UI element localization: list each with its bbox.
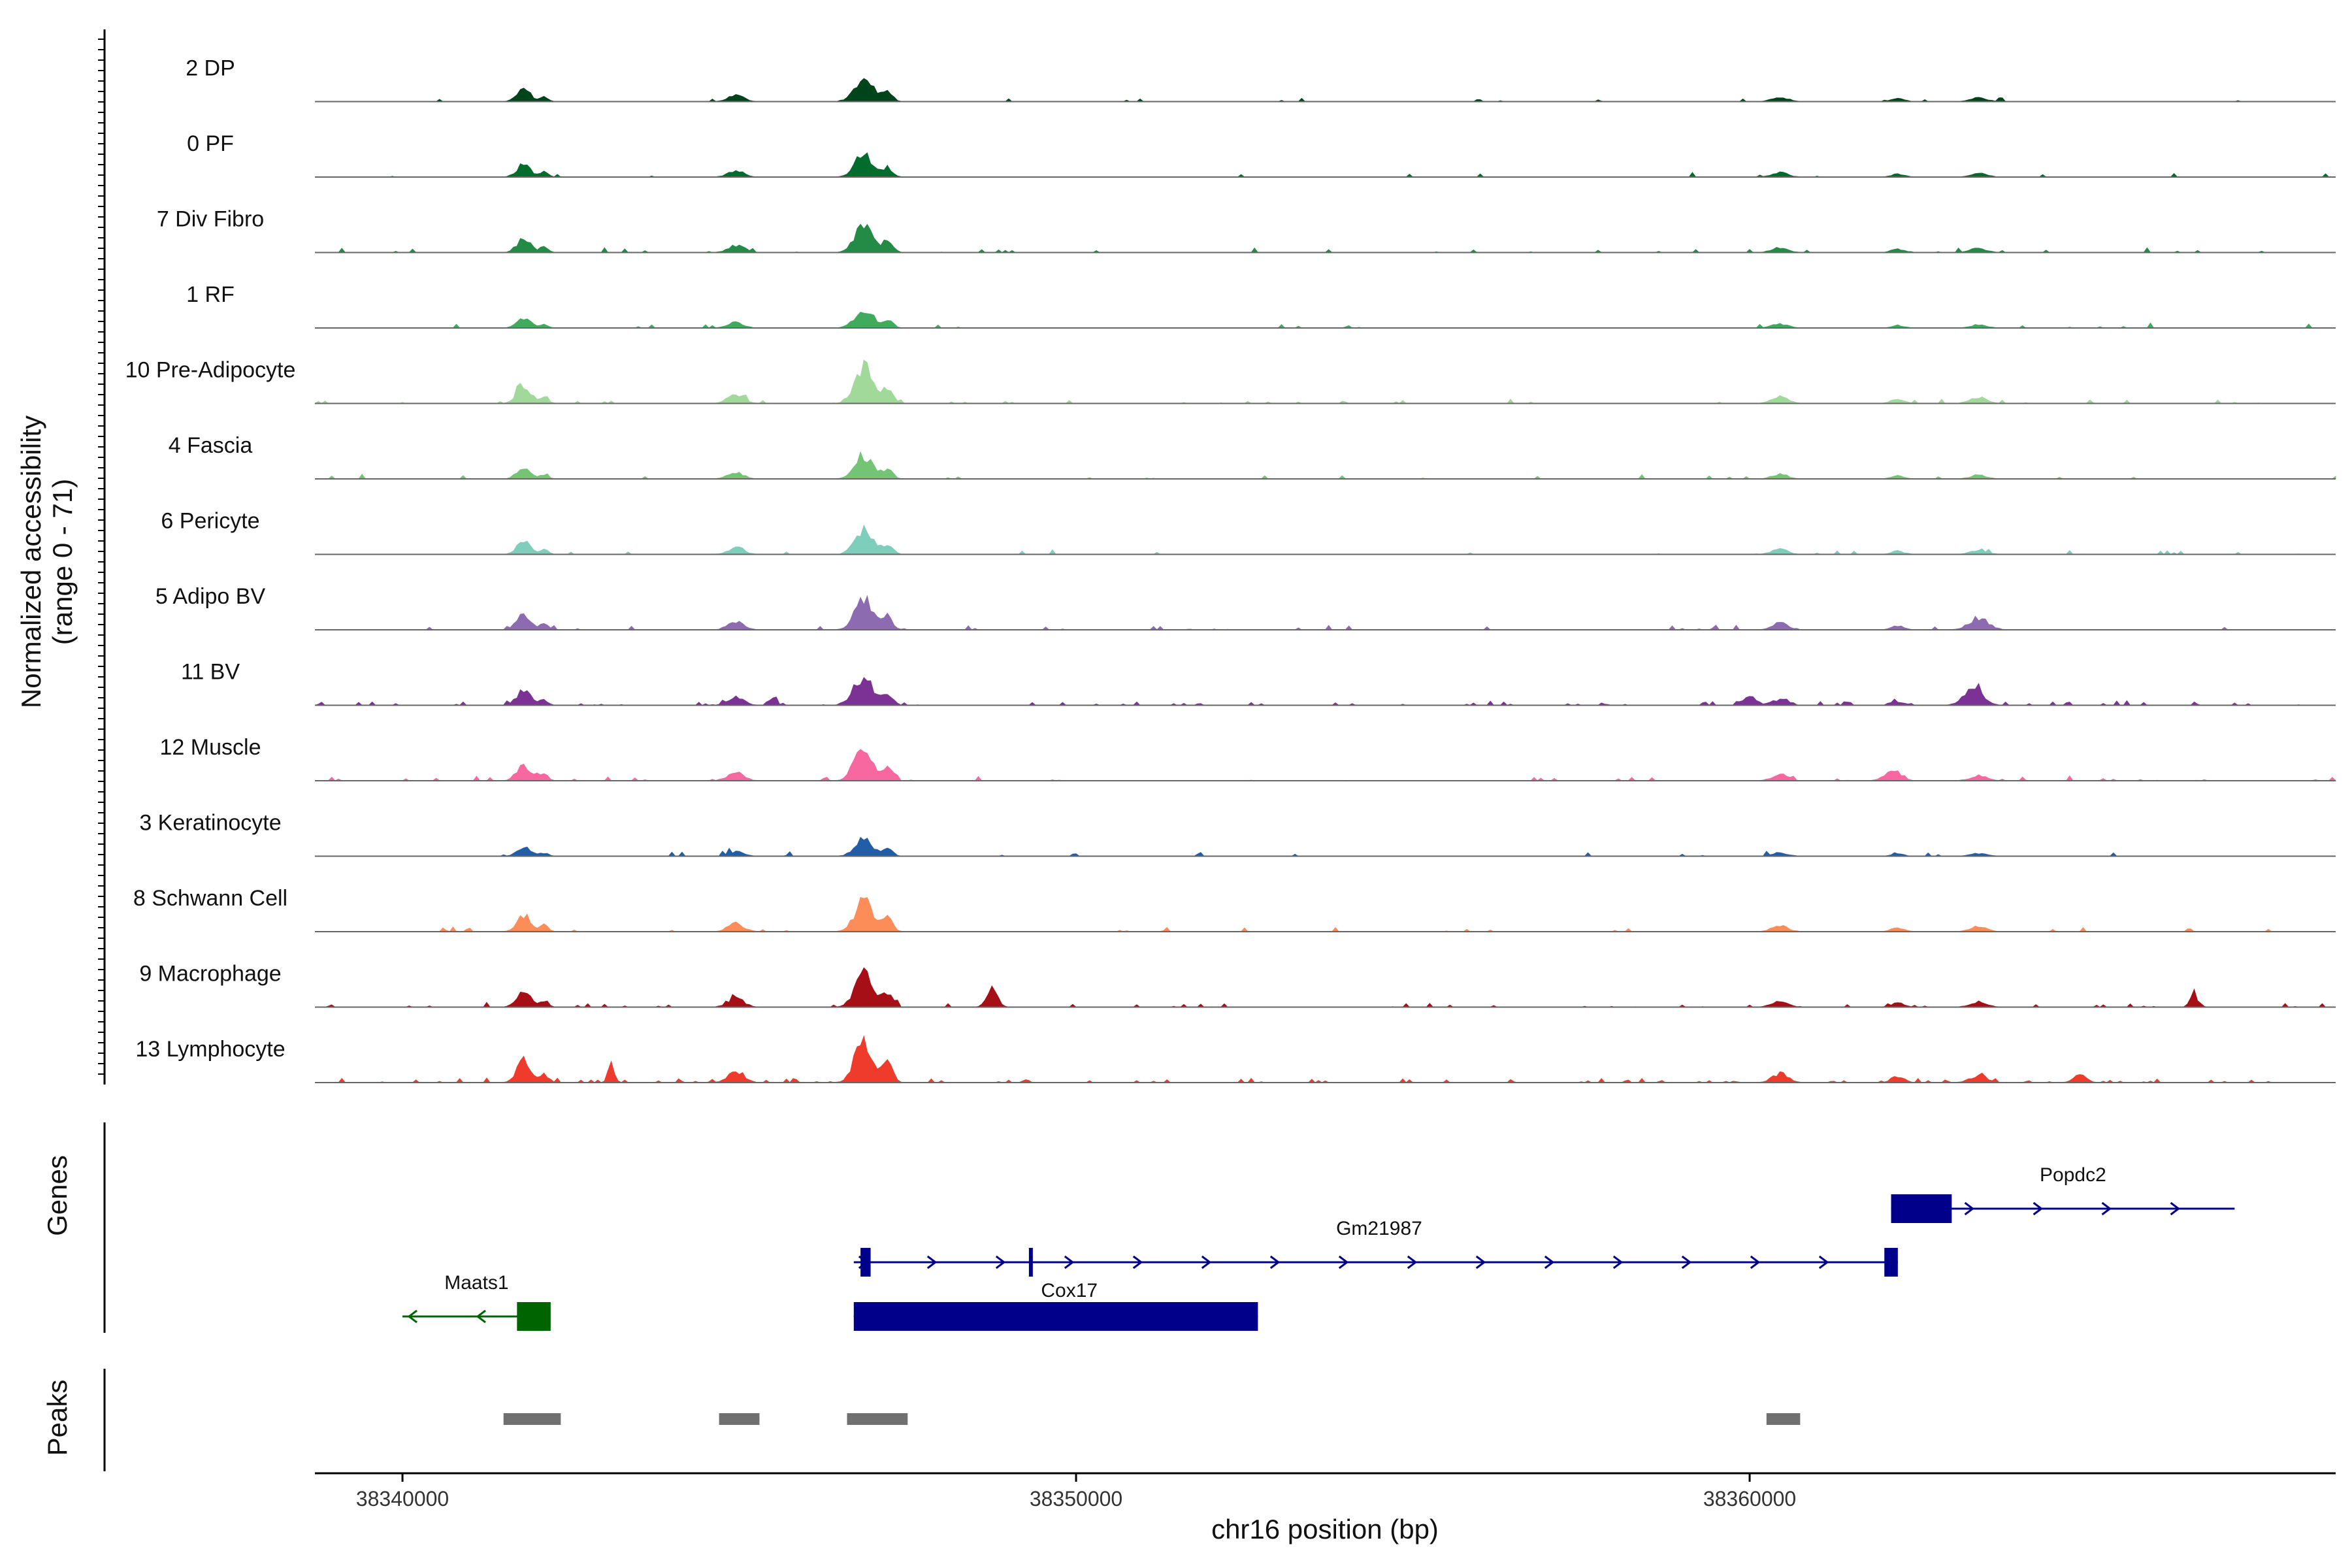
strand-arrow <box>1132 1255 1143 1269</box>
strand-arrow <box>1475 1255 1486 1269</box>
coverage-area <box>315 312 2336 329</box>
track-label: 2 DP <box>186 56 235 81</box>
track-3: 7 Div Fibro <box>157 207 2336 253</box>
coverage-tracks: 2 DP 0 PF 7 Div Fibro 1 RF 10 Pre-Adipocyte 4… <box>125 56 2337 1083</box>
gene-cox17: Cox17 <box>853 1280 1258 1331</box>
track-9: 11 BV <box>181 660 2336 706</box>
y-axis-title-line1: Normalized accessibility <box>16 416 46 708</box>
track-label: 3 Keratinocyte <box>139 811 281 836</box>
strand-arrow <box>1544 1255 1555 1269</box>
coverage-area <box>315 451 2336 480</box>
coverage-area <box>315 749 2337 781</box>
strand-arrow <box>476 1309 486 1324</box>
track-label: 4 Fascia <box>169 433 253 458</box>
coverage-area <box>315 896 2336 932</box>
track-2: 0 PF <box>187 131 2336 178</box>
strand-arrow <box>926 1255 938 1269</box>
gene-exon <box>1028 1248 1033 1277</box>
track-10: 12 Muscle <box>160 735 2337 781</box>
strand-arrow <box>1407 1255 1418 1269</box>
peak-region <box>503 1413 561 1425</box>
strand-arrow <box>1681 1255 1692 1269</box>
track-8: 5 Adipo BV <box>155 584 2336 630</box>
gene-label: Maats1 <box>444 1272 508 1294</box>
strand-arrow <box>1201 1255 1212 1269</box>
track-label: 0 PF <box>187 131 234 156</box>
x-tick-label: 38350000 <box>1030 1487 1122 1511</box>
gene-maats1: Maats1 <box>402 1272 551 1331</box>
coverage-area <box>315 1035 2336 1083</box>
track-7: 6 Pericyte <box>161 509 2336 555</box>
strand-arrow <box>1964 1201 1975 1216</box>
coverage-area <box>315 78 2336 103</box>
peaks-track <box>503 1413 1801 1425</box>
track-12: 8 Schwann Cell <box>133 886 2336 932</box>
x-axis-ticks: 38340000 38350000 38360000 <box>356 1473 1796 1511</box>
track-4: 1 RF <box>186 282 2336 329</box>
gene-label: Popdc2 <box>2040 1164 2106 1186</box>
strand-arrow <box>2033 1201 2044 1216</box>
x-tick-label: 38340000 <box>356 1487 449 1511</box>
coverage-area <box>315 524 2336 555</box>
strand-arrow <box>1750 1255 1761 1269</box>
gene-popdc2: Popdc2 <box>1891 1164 2235 1223</box>
track-label: 10 Pre-Adipocyte <box>125 358 296 383</box>
peaks-panel-label: Peaks <box>42 1380 73 1456</box>
track-label: 5 Adipo BV <box>155 584 266 609</box>
strand-arrow <box>1269 1255 1281 1269</box>
x-axis-title: chr16 position (bp) <box>1211 1514 1439 1544</box>
coverage-area <box>315 967 2336 1008</box>
track-11: 3 Keratinocyte <box>139 811 2336 857</box>
y-axis-title-line2: (range 0 - 71) <box>47 479 78 645</box>
strand-arrow <box>2101 1201 2112 1216</box>
x-tick-label: 38360000 <box>1703 1487 1796 1511</box>
peak-region <box>719 1413 760 1425</box>
strand-arrow <box>2170 1201 2181 1216</box>
coverage-y-ticks <box>98 39 105 1075</box>
peak-region <box>1766 1413 1801 1425</box>
strand-arrow <box>1818 1255 1829 1269</box>
strand-arrow <box>995 1255 1006 1269</box>
gene-gm21987: Gm21987 <box>853 1218 1898 1277</box>
y-axis-title: Normalized accessibility (range 0 - 71) <box>16 416 78 708</box>
gene-annotation-track: Maats1 Cox17 Gm21987 Popdc2 <box>402 1164 2235 1331</box>
strand-arrow <box>1612 1255 1624 1269</box>
strand-arrow <box>1064 1255 1075 1269</box>
strand-arrow <box>1338 1255 1349 1269</box>
coverage-area <box>315 595 2336 630</box>
track-14: 13 Lymphocyte <box>135 1035 2336 1083</box>
coverage-area <box>315 223 2336 253</box>
gene-exon <box>860 1248 871 1277</box>
gene-exon <box>1884 1248 1898 1277</box>
track-label: 8 Schwann Cell <box>133 886 287 911</box>
gene-exon <box>853 1302 1258 1331</box>
genes-panel-label: Genes <box>42 1155 73 1236</box>
track-13: 9 Macrophage <box>139 962 2336 1008</box>
gene-exon <box>517 1302 551 1331</box>
coverage-area <box>314 359 2336 404</box>
track-6: 4 Fascia <box>169 433 2336 480</box>
track-label: 13 Lymphocyte <box>135 1037 285 1062</box>
track-label: 12 Muscle <box>160 735 261 760</box>
coverage-area <box>315 152 2336 178</box>
track-label: 6 Pericyte <box>161 509 259 534</box>
gene-label: Cox17 <box>1041 1280 1098 1301</box>
track-label: 7 Div Fibro <box>157 207 264 232</box>
coverage-area <box>314 677 2336 706</box>
coverage-area <box>315 836 2336 857</box>
track-5: 10 Pre-Adipocyte <box>125 358 2336 404</box>
track-label: 1 RF <box>186 282 235 307</box>
peak-region <box>847 1413 908 1425</box>
gene-exon <box>1891 1194 1952 1223</box>
strand-arrow <box>407 1309 417 1324</box>
gene-label: Gm21987 <box>1336 1218 1422 1239</box>
track-label: 11 BV <box>181 660 240 685</box>
track-label: 9 Macrophage <box>139 962 281 987</box>
track-1: 2 DP <box>186 56 2336 103</box>
